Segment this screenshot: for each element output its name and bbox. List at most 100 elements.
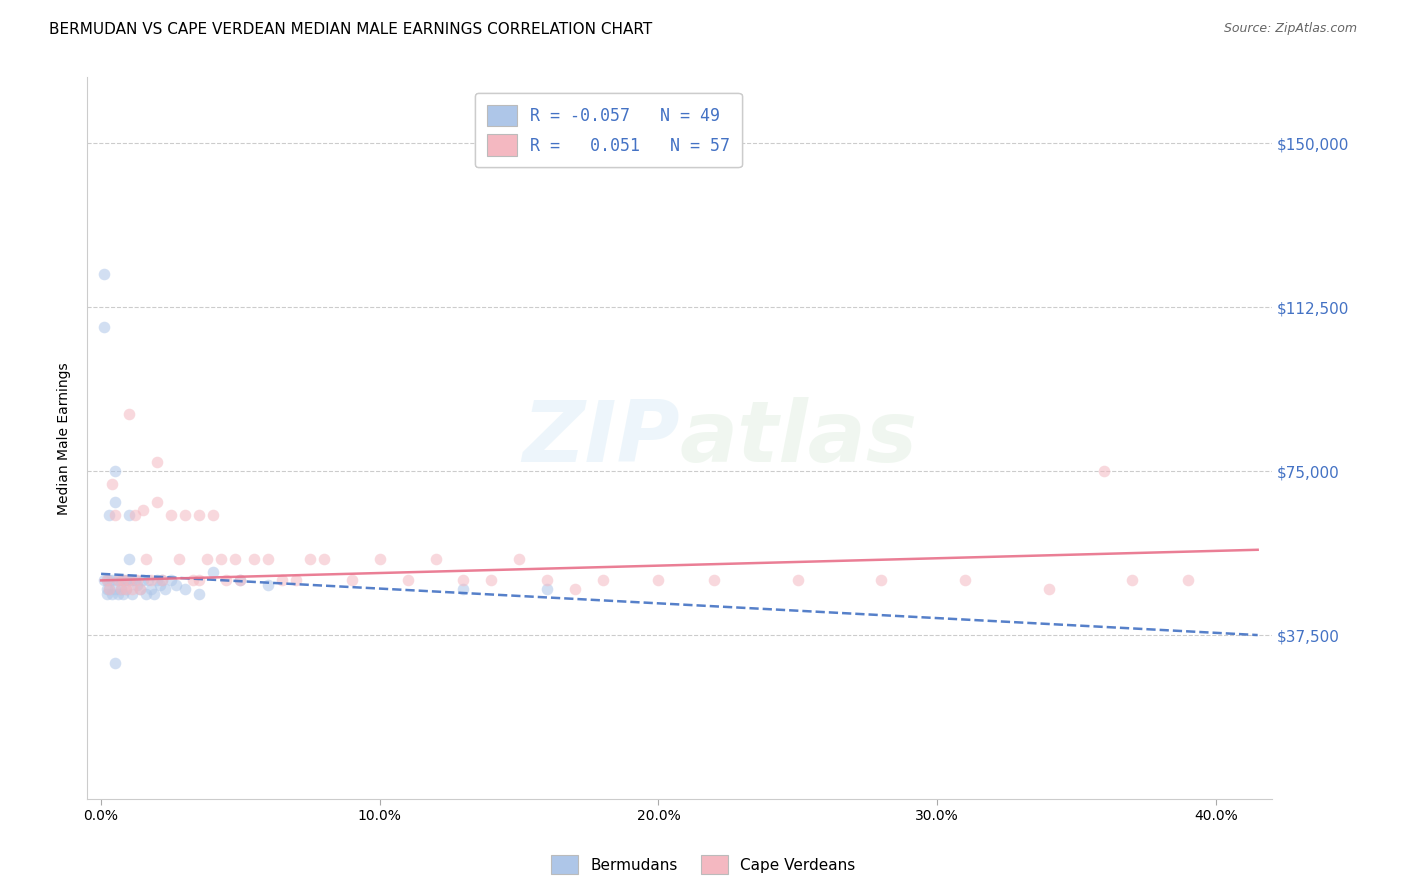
Point xyxy=(453,574,475,588)
Point xyxy=(118,508,141,522)
Point xyxy=(124,508,146,522)
Y-axis label: Median Male Earnings: Median Male Earnings xyxy=(58,362,72,515)
Point xyxy=(132,503,155,517)
Point xyxy=(129,582,152,596)
Point xyxy=(118,574,141,588)
Point xyxy=(1092,464,1115,478)
Point xyxy=(209,551,232,566)
Text: ZIP: ZIP xyxy=(522,397,679,480)
Point xyxy=(201,565,224,579)
Point xyxy=(107,586,129,600)
Point xyxy=(368,551,391,566)
Point xyxy=(953,574,976,588)
Point xyxy=(127,574,149,588)
Point xyxy=(201,508,224,522)
Point xyxy=(453,582,475,596)
Point xyxy=(135,551,157,566)
Point xyxy=(536,574,558,588)
Point xyxy=(187,508,209,522)
Legend: R = -0.057   N = 49, R =   0.051   N = 57: R = -0.057 N = 49, R = 0.051 N = 57 xyxy=(475,93,741,168)
Point xyxy=(96,574,118,588)
Point xyxy=(159,508,181,522)
Point xyxy=(167,551,190,566)
Point xyxy=(271,574,294,588)
Point xyxy=(229,574,252,588)
Point xyxy=(285,574,308,588)
Point xyxy=(104,494,127,508)
Point xyxy=(312,551,335,566)
Point xyxy=(121,586,143,600)
Point xyxy=(257,578,280,592)
Point xyxy=(107,574,129,588)
Point xyxy=(159,574,181,588)
Point xyxy=(536,582,558,596)
Text: atlas: atlas xyxy=(679,397,918,480)
Point xyxy=(786,574,808,588)
Point xyxy=(96,586,118,600)
Point xyxy=(153,582,176,596)
Point xyxy=(149,578,172,592)
Point xyxy=(101,586,124,600)
Point xyxy=(112,574,135,588)
Point xyxy=(93,267,115,281)
Point xyxy=(110,582,132,596)
Point xyxy=(143,586,166,600)
Point xyxy=(129,582,152,596)
Point xyxy=(146,494,169,508)
Point xyxy=(118,407,141,421)
Point xyxy=(703,574,725,588)
Point xyxy=(93,319,115,334)
Point xyxy=(396,574,419,588)
Point xyxy=(229,574,252,588)
Point xyxy=(98,582,121,596)
Point xyxy=(146,455,169,469)
Point xyxy=(425,551,447,566)
Point xyxy=(479,574,502,588)
Point xyxy=(146,574,169,588)
Point xyxy=(592,574,614,588)
Point xyxy=(152,574,174,588)
Legend: Bermudans, Cape Verdeans: Bermudans, Cape Verdeans xyxy=(544,849,862,880)
Point xyxy=(104,582,127,596)
Point xyxy=(1038,582,1060,596)
Point xyxy=(98,508,121,522)
Point xyxy=(132,574,155,588)
Point xyxy=(187,586,209,600)
Point xyxy=(98,574,121,588)
Point xyxy=(141,582,163,596)
Point xyxy=(110,582,132,596)
Point xyxy=(1121,574,1143,588)
Point xyxy=(138,574,160,588)
Point xyxy=(112,586,135,600)
Point xyxy=(104,464,127,478)
Point xyxy=(121,574,143,588)
Point xyxy=(243,551,266,566)
Point xyxy=(104,508,127,522)
Point xyxy=(135,586,157,600)
Point xyxy=(1177,574,1199,588)
Point xyxy=(340,574,363,588)
Point xyxy=(115,574,138,588)
Point xyxy=(141,574,163,588)
Point xyxy=(110,574,132,588)
Point xyxy=(647,574,669,588)
Point xyxy=(115,582,138,596)
Point xyxy=(257,551,280,566)
Point xyxy=(118,551,141,566)
Point xyxy=(124,574,146,588)
Point xyxy=(127,578,149,592)
Point xyxy=(224,551,246,566)
Point xyxy=(181,574,204,588)
Point xyxy=(173,508,195,522)
Point xyxy=(152,574,174,588)
Point xyxy=(299,551,322,566)
Point xyxy=(101,477,124,491)
Point xyxy=(508,551,530,566)
Point xyxy=(165,578,187,592)
Point xyxy=(96,582,118,596)
Point xyxy=(98,582,121,596)
Point xyxy=(564,582,586,596)
Point xyxy=(195,551,218,566)
Point xyxy=(107,574,129,588)
Point xyxy=(104,657,127,671)
